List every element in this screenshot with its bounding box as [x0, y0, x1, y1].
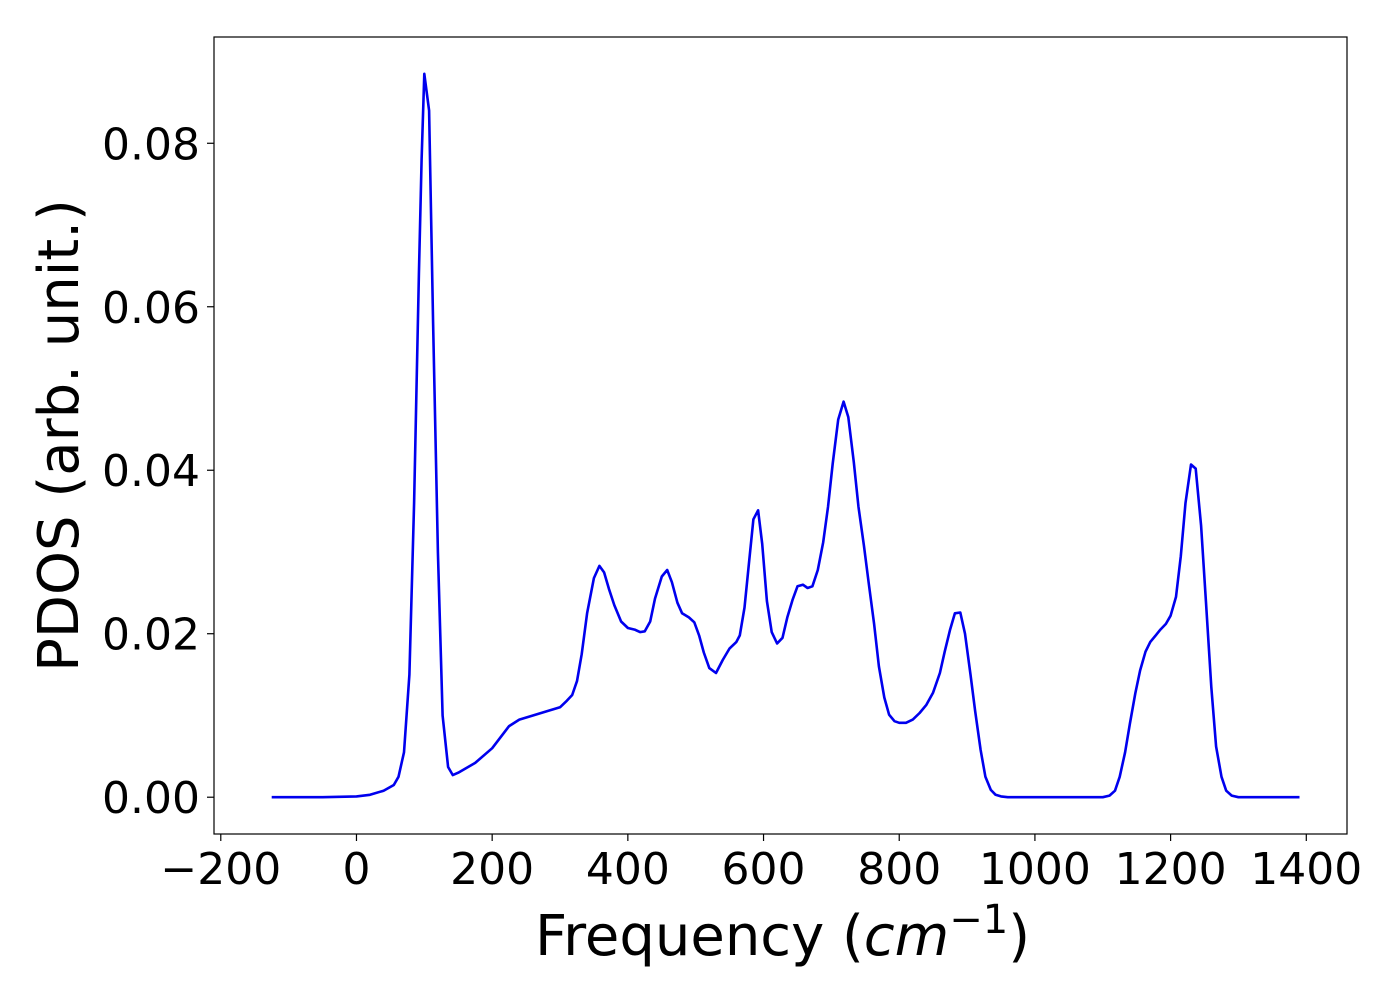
y-tick-label: 0.04 — [102, 446, 200, 497]
x-tick-label: 800 — [857, 844, 941, 895]
y-axis-label: PDOS (arb. unit.) — [27, 199, 92, 672]
y-tick-label: 0.08 — [102, 119, 200, 170]
y-tick-label: 0.06 — [102, 283, 200, 334]
x-axis-label: Frequency (cm−1) — [535, 897, 1030, 969]
y-tick-label: 0.02 — [102, 610, 200, 661]
x-tick-label: 200 — [450, 844, 534, 895]
y-tick-label: 0.00 — [102, 773, 200, 824]
x-tick-label: 0 — [342, 844, 370, 895]
x-tick-label: 1000 — [979, 844, 1091, 895]
x-tick-label: 1200 — [1115, 844, 1227, 895]
plot-frame — [213, 36, 1348, 835]
pdos-series-line — [271, 72, 1300, 799]
y-axis-ticks: 0.00 0.02 0.04 0.06 0.08 — [102, 119, 214, 824]
x-tick-label: −200 — [160, 844, 281, 895]
x-axis-unit-exponent: −1 — [949, 897, 1008, 943]
x-tick-label: 400 — [586, 844, 670, 895]
x-tick-label: 600 — [722, 844, 806, 895]
x-axis-unit: cm — [864, 904, 949, 969]
x-axis-label-close: ) — [1008, 904, 1030, 969]
x-tick-label: 1400 — [1250, 844, 1362, 895]
x-axis-label-text: Frequency ( — [535, 904, 864, 969]
x-axis-ticks: −200 0 200 400 600 800 1000 1200 1400 — [160, 834, 1362, 895]
